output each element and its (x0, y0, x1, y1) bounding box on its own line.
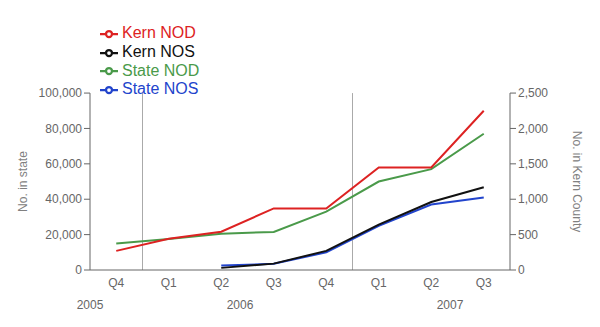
svg-text:2007: 2007 (437, 298, 464, 312)
svg-text:1,500: 1,500 (518, 157, 548, 171)
svg-text:Q1: Q1 (371, 276, 387, 290)
svg-text:2,500: 2,500 (518, 86, 548, 100)
svg-text:60,000: 60,000 (45, 157, 82, 171)
svg-text:No. in Kern County: No. in Kern County (570, 131, 584, 232)
svg-text:100,000: 100,000 (39, 86, 83, 100)
svg-text:Q2: Q2 (423, 276, 439, 290)
svg-text:80,000: 80,000 (45, 122, 82, 136)
svg-text:Q2: Q2 (213, 276, 229, 290)
svg-text:Q3: Q3 (266, 276, 282, 290)
html-text:State NOD: State NOD (122, 61, 200, 79)
svg-text:2,000: 2,000 (518, 122, 548, 136)
svg-text:No. in state: No. in state (16, 151, 30, 212)
svg-text:20,000: 20,000 (45, 228, 82, 242)
svg-text:1,000: 1,000 (518, 192, 548, 206)
html-text:State NOS: State NOS (122, 80, 199, 98)
html-text:Kern NOS: Kern NOS (122, 42, 195, 60)
svg-text:0: 0 (518, 263, 525, 277)
svg-text:40,000: 40,000 (45, 192, 82, 206)
svg-text:2006: 2006 (227, 298, 254, 312)
svg-text:0: 0 (75, 263, 82, 277)
svg-text:Q1: Q1 (161, 276, 177, 290)
svg-text:Q4: Q4 (318, 276, 334, 290)
svg-text:Q4: Q4 (108, 276, 124, 290)
html-text:Kern NOD: Kern NOD (122, 24, 196, 41)
svg-text:Q3: Q3 (476, 276, 492, 290)
svg-text:500: 500 (518, 228, 538, 242)
svg-text:2005: 2005 (77, 298, 104, 312)
